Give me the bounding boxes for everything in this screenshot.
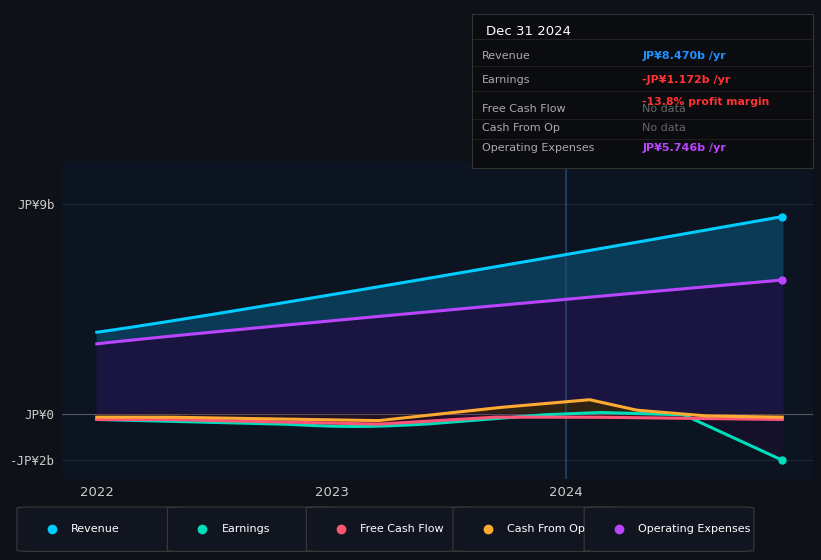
FancyBboxPatch shape bbox=[167, 507, 337, 552]
Text: Revenue: Revenue bbox=[71, 524, 120, 534]
FancyBboxPatch shape bbox=[453, 507, 623, 552]
Text: Free Cash Flow: Free Cash Flow bbox=[360, 524, 444, 534]
Text: Cash From Op: Cash From Op bbox=[482, 123, 560, 133]
Text: -13.8% profit margin: -13.8% profit margin bbox=[643, 97, 770, 107]
Text: No data: No data bbox=[643, 105, 686, 114]
Text: Earnings: Earnings bbox=[222, 524, 270, 534]
Text: Dec 31 2024: Dec 31 2024 bbox=[486, 25, 571, 38]
Text: Revenue: Revenue bbox=[482, 50, 531, 60]
FancyBboxPatch shape bbox=[17, 507, 186, 552]
Text: Operating Expenses: Operating Expenses bbox=[482, 143, 594, 153]
Text: -JP¥1.172b /yr: -JP¥1.172b /yr bbox=[643, 75, 731, 85]
FancyBboxPatch shape bbox=[306, 507, 476, 552]
Text: Operating Expenses: Operating Expenses bbox=[638, 524, 750, 534]
Text: No data: No data bbox=[643, 123, 686, 133]
Text: JP¥8.470b /yr: JP¥8.470b /yr bbox=[643, 50, 727, 60]
Text: Free Cash Flow: Free Cash Flow bbox=[482, 105, 566, 114]
FancyBboxPatch shape bbox=[585, 507, 754, 552]
Text: Cash From Op: Cash From Op bbox=[507, 524, 585, 534]
Text: JP¥5.746b /yr: JP¥5.746b /yr bbox=[643, 143, 727, 153]
Text: Earnings: Earnings bbox=[482, 75, 531, 85]
